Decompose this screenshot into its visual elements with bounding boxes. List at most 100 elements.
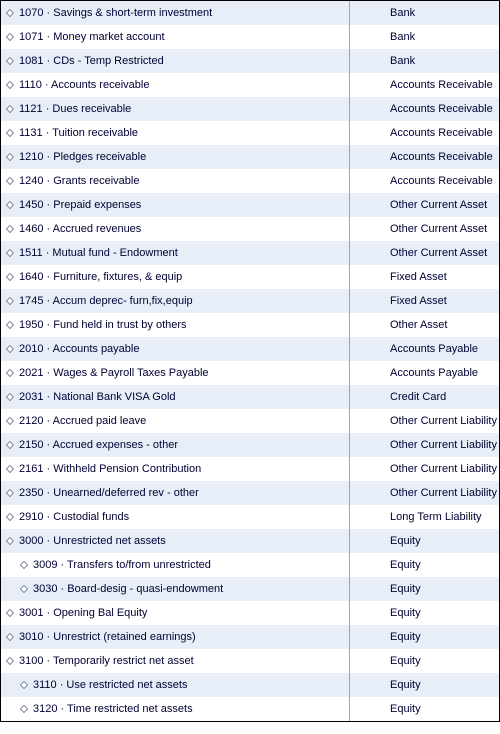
account-type-cell: Other Asset — [384, 319, 499, 331]
account-row[interactable]: 3010 · Unrestrict (retained earnings) Equ… — [1, 625, 499, 649]
account-name-cell: 3120 · Time restricted net assets — [1, 703, 349, 715]
diamond-bullet-icon — [20, 561, 28, 569]
account-label: 2150 · Accrued expenses - other — [19, 439, 178, 451]
account-row[interactable]: 2350 · Unearned/deferred rev - otherOthe… — [1, 481, 499, 505]
account-row[interactable]: 1950 · Fund held in trust by others Other… — [1, 313, 499, 337]
diamond-bullet-icon — [6, 273, 14, 281]
account-row[interactable]: 2021 · Wages & Payroll Taxes PayableAcco… — [1, 361, 499, 385]
account-row[interactable]: 1131 · Tuition receivableAccounts Receiv… — [1, 121, 499, 145]
diamond-bullet-icon — [6, 129, 14, 137]
account-row[interactable]: 2120 · Accrued paid leaveOther Current L… — [1, 409, 499, 433]
account-name-cell: 1071 · Money market account — [1, 31, 349, 43]
account-type-cell: Bank — [384, 31, 499, 43]
account-label: 1081 · CDs - Temp Restricted — [19, 55, 164, 67]
account-type-cell: Fixed Asset — [384, 271, 499, 283]
account-name-cell: 3009 · Transfers to/from unrestricted — [1, 559, 349, 571]
column-gap — [350, 73, 384, 97]
account-row[interactable]: 3009 · Transfers to/from unrestricted Equ… — [1, 553, 499, 577]
account-name-cell: 1240 · Grants receivable — [1, 175, 349, 187]
diamond-bullet-icon — [6, 105, 14, 113]
account-row[interactable]: 1121 · Dues receivable Accounts Receivabl… — [1, 97, 499, 121]
account-row[interactable]: 1240 · Grants receivableAccounts Receiva… — [1, 169, 499, 193]
diamond-bullet-icon — [6, 441, 14, 449]
account-row[interactable]: 1640 · Furniture, fixtures, & equipFixed… — [1, 265, 499, 289]
column-gap — [350, 649, 384, 673]
diamond-bullet-icon — [20, 681, 28, 689]
account-row[interactable]: 1071 · Money market account Bank — [1, 25, 499, 49]
account-type-cell: Equity — [384, 679, 499, 691]
account-name-cell: 3001 · Opening Bal Equity — [1, 607, 349, 619]
account-type-cell: Accounts Receivable — [384, 103, 499, 115]
account-type-cell: Other Current Liability — [384, 487, 499, 499]
account-row[interactable]: 3100 · Temporarily restrict net assetEqu… — [1, 649, 499, 673]
account-row[interactable]: 3001 · Opening Bal EquityEquity — [1, 601, 499, 625]
account-label: 3010 · Unrestrict (retained earnings) — [19, 631, 196, 643]
account-label: 1210 · Pledges receivable — [19, 151, 146, 163]
account-row[interactable]: 1081 · CDs - Temp RestrictedBank — [1, 49, 499, 73]
column-gap — [350, 385, 384, 409]
diamond-bullet-icon — [20, 705, 28, 713]
account-type-cell: Credit Card — [384, 391, 499, 403]
account-name-cell: 2010 · Accounts payable — [1, 343, 349, 355]
account-row[interactable]: 2910 · Custodial fundsLong Term Liabilit… — [1, 505, 499, 529]
account-type-cell: Long Term Liability — [384, 511, 499, 523]
account-name-cell: 1745 · Accum deprec- furn,fix,equip — [1, 295, 349, 307]
account-name-cell: 1460 · Accrued revenues — [1, 223, 349, 235]
diamond-bullet-icon — [6, 33, 14, 41]
column-gap — [350, 457, 384, 481]
diamond-bullet-icon — [6, 657, 14, 665]
account-type-cell: Equity — [384, 631, 499, 643]
account-row[interactable]: 1070 · Savings & short-term investmentBa… — [1, 1, 499, 25]
account-label: 2161 · Withheld Pension Contribution — [19, 463, 201, 475]
column-gap — [350, 25, 384, 49]
account-name-cell: 1950 · Fund held in trust by others — [1, 319, 349, 331]
column-gap — [350, 505, 384, 529]
account-row[interactable]: 2031 · National Bank VISA Gold Credit Car… — [1, 385, 499, 409]
account-type-cell: Equity — [384, 559, 499, 571]
account-row[interactable]: 1210 · Pledges receivable Accounts Receiv… — [1, 145, 499, 169]
account-type-cell: Other Current Liability — [384, 439, 499, 451]
account-row[interactable]: 2150 · Accrued expenses - other Other Cur… — [1, 433, 499, 457]
diamond-bullet-icon — [6, 465, 14, 473]
account-name-cell: 1511 · Mutual fund - Endowment — [1, 247, 349, 259]
column-gap — [350, 313, 384, 337]
account-row[interactable]: 3000 · Unrestricted net assetsEquity — [1, 529, 499, 553]
account-row[interactable]: 1110 · Accounts receivableAccounts Recei… — [1, 73, 499, 97]
account-name-cell: 1210 · Pledges receivable — [1, 151, 349, 163]
account-label: 1511 · Mutual fund - Endowment — [19, 247, 178, 259]
account-type-cell: Bank — [384, 7, 499, 19]
account-name-cell: 3100 · Temporarily restrict net asset — [1, 655, 349, 667]
diamond-bullet-icon — [6, 489, 14, 497]
account-name-cell: 1081 · CDs - Temp Restricted — [1, 55, 349, 67]
column-gap — [350, 241, 384, 265]
column-gap — [350, 97, 384, 121]
diamond-bullet-icon — [6, 609, 14, 617]
account-row[interactable]: 2010 · Accounts payableAccounts Payable — [1, 337, 499, 361]
account-label: 3100 · Temporarily restrict net asset — [19, 655, 194, 667]
diamond-bullet-icon — [6, 201, 14, 209]
account-name-cell: 1450 · Prepaid expenses — [1, 199, 349, 211]
account-label: 3120 · Time restricted net assets — [33, 703, 193, 715]
column-gap — [350, 49, 384, 73]
diamond-bullet-icon — [6, 345, 14, 353]
account-name-cell: 3110 · Use restricted net assets — [1, 679, 349, 691]
account-label: 3030 · Board-desig - quasi-endowment — [33, 583, 223, 595]
account-name-cell: 2031 · National Bank VISA Gold — [1, 391, 349, 403]
account-row[interactable]: 1450 · Prepaid expensesOther Current Ass… — [1, 193, 499, 217]
column-gap — [350, 193, 384, 217]
account-row[interactable]: 3110 · Use restricted net assets Equity — [1, 673, 499, 697]
account-row[interactable]: 2161 · Withheld Pension ContributionOthe… — [1, 457, 499, 481]
account-row[interactable]: 3120 · Time restricted net assetsEquity — [1, 697, 499, 721]
account-label: 1121 · Dues receivable — [19, 103, 131, 115]
account-row[interactable]: 1511 · Mutual fund - EndowmentOther Curr… — [1, 241, 499, 265]
account-row[interactable]: 3030 · Board-desig - quasi-endowmentEqui… — [1, 577, 499, 601]
account-row[interactable]: 1745 · Accum deprec- furn,fix,equipFixed… — [1, 289, 499, 313]
column-gap — [350, 217, 384, 241]
account-label: 3001 · Opening Bal Equity — [19, 607, 147, 619]
account-name-cell: 2120 · Accrued paid leave — [1, 415, 349, 427]
column-gap — [350, 169, 384, 193]
account-type-cell: Accounts Receivable — [384, 151, 499, 163]
column-gap — [350, 481, 384, 505]
account-name-cell: 2161 · Withheld Pension Contribution — [1, 463, 349, 475]
account-row[interactable]: 1460 · Accrued revenuesOther Current Ass… — [1, 217, 499, 241]
